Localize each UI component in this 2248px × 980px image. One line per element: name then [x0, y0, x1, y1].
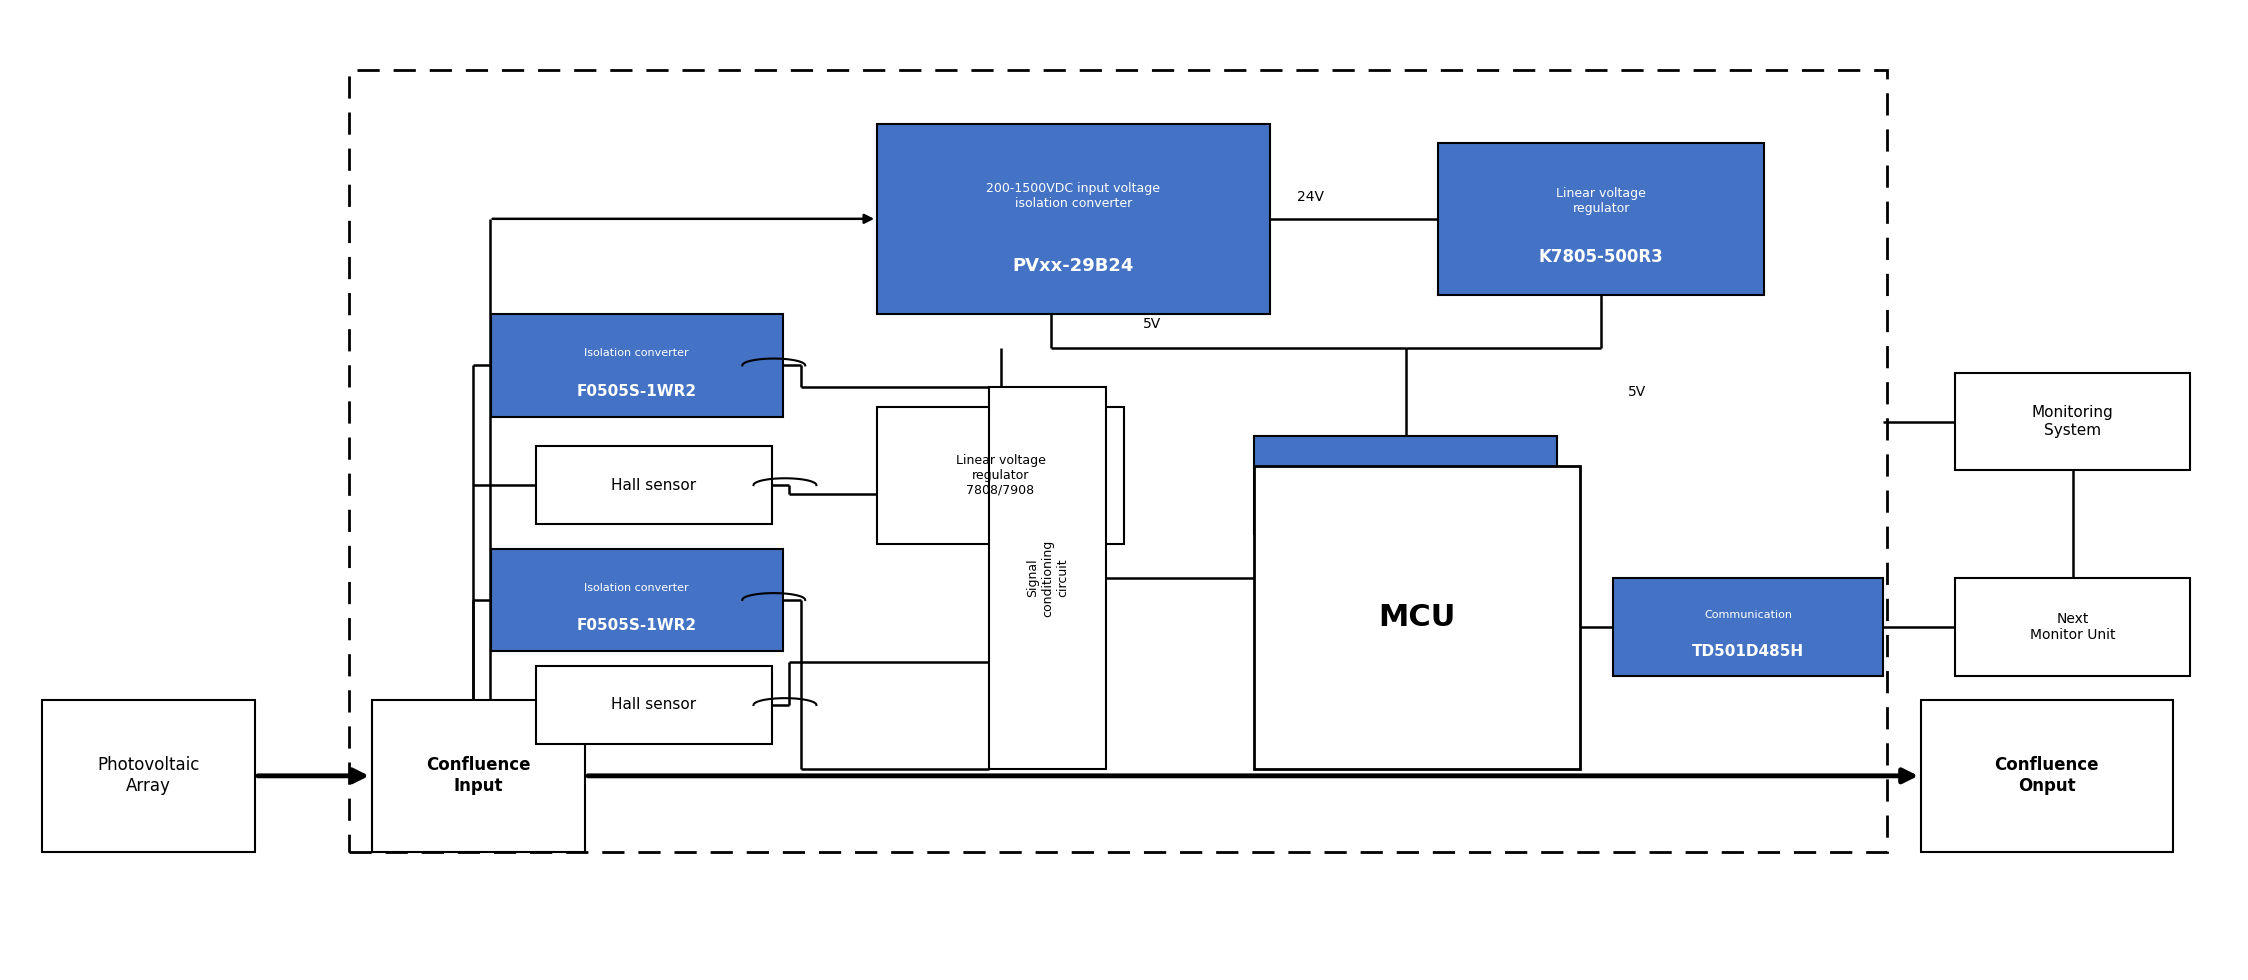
FancyBboxPatch shape	[371, 700, 584, 852]
Text: MCU: MCU	[1378, 603, 1457, 631]
Text: Hall sensor: Hall sensor	[611, 477, 697, 493]
Text: Linear voltage
regulator
7808/7908: Linear voltage regulator 7808/7908	[955, 454, 1045, 497]
Text: Confluence
Input: Confluence Input	[427, 757, 531, 795]
FancyBboxPatch shape	[490, 315, 782, 416]
FancyBboxPatch shape	[877, 123, 1270, 315]
FancyBboxPatch shape	[877, 407, 1124, 544]
Text: PVxx-29B24: PVxx-29B24	[1014, 258, 1135, 275]
FancyBboxPatch shape	[1956, 372, 2190, 470]
FancyBboxPatch shape	[989, 387, 1106, 768]
FancyBboxPatch shape	[1254, 466, 1580, 768]
Text: TD501D485H: TD501D485H	[1693, 644, 1805, 659]
Text: Confluence
Onput: Confluence Onput	[1994, 757, 2100, 795]
Text: 5V: 5V	[1628, 385, 1646, 399]
FancyBboxPatch shape	[1956, 578, 2190, 675]
FancyBboxPatch shape	[1254, 436, 1558, 534]
FancyBboxPatch shape	[490, 549, 782, 652]
Text: 5V: 5V	[1142, 317, 1162, 330]
FancyBboxPatch shape	[1922, 700, 2172, 852]
Text: Isolation converter: Isolation converter	[1353, 468, 1459, 478]
Text: 200-1500VDC input voltage
isolation converter: 200-1500VDC input voltage isolation conv…	[987, 182, 1160, 210]
Text: Monitoring
System: Monitoring System	[2032, 406, 2113, 438]
FancyBboxPatch shape	[535, 665, 771, 744]
Text: B0503XT-2WR2: B0503XT-2WR2	[1340, 502, 1470, 517]
Text: Next
Monitor Unit: Next Monitor Unit	[2030, 612, 2115, 642]
Text: F0505S-1WR2: F0505S-1WR2	[578, 383, 697, 399]
Text: Signal
conditioning
circuit: Signal conditioning circuit	[1025, 539, 1070, 616]
FancyBboxPatch shape	[348, 70, 1888, 852]
FancyBboxPatch shape	[535, 446, 771, 524]
FancyBboxPatch shape	[1439, 143, 1765, 295]
Text: K7805-500R3: K7805-500R3	[1538, 248, 1664, 266]
Text: Isolation converter: Isolation converter	[584, 348, 690, 358]
Text: Hall sensor: Hall sensor	[611, 698, 697, 712]
Text: F0505S-1WR2: F0505S-1WR2	[578, 618, 697, 633]
Text: Photovoltaic
Array: Photovoltaic Array	[97, 757, 200, 795]
Text: Isolation converter: Isolation converter	[584, 583, 690, 593]
Text: Communication: Communication	[1704, 611, 1792, 620]
FancyBboxPatch shape	[43, 700, 254, 852]
Text: Linear voltage
regulator: Linear voltage regulator	[1556, 186, 1646, 215]
Text: 24V: 24V	[1297, 190, 1324, 204]
FancyBboxPatch shape	[1614, 578, 1884, 675]
